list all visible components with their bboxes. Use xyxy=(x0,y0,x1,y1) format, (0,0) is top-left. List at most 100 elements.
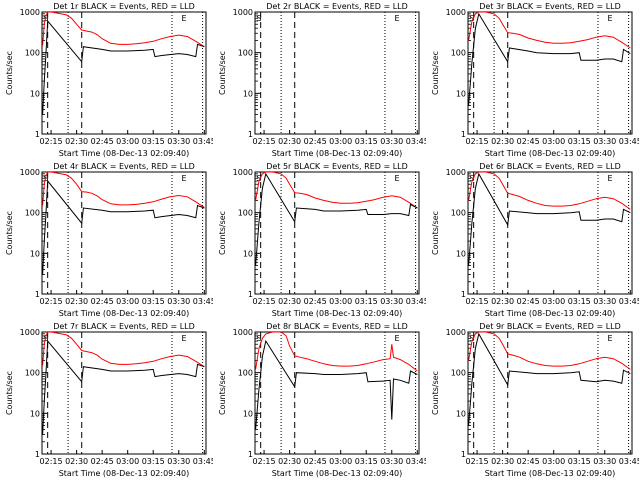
x-tick-label: 03:45 xyxy=(193,457,213,466)
x-tick-label: 02:30 xyxy=(278,457,301,466)
y-tick-label: 10 xyxy=(456,249,466,258)
x-tick-label: 03:00 xyxy=(329,457,352,466)
x-tick-label: 02:15 xyxy=(40,137,63,146)
x-tick-label: 03:00 xyxy=(542,457,565,466)
x-tick-label: 03:15 xyxy=(568,137,591,146)
x-tick-label: 02:15 xyxy=(466,457,489,466)
x-tick-label: 03:45 xyxy=(406,457,426,466)
x-tick-label: 02:15 xyxy=(40,297,63,306)
x-tick-label: 03:45 xyxy=(619,137,639,146)
x-tick-label: 02:45 xyxy=(304,457,327,466)
x-tick-label: 03:30 xyxy=(167,137,190,146)
x-axis-label: Start Time (08-Dec-13 02:09:40) xyxy=(272,469,403,478)
detector-panel-8: Det 8r BLACK = Events, RED = LLD Counts/s… xyxy=(218,322,426,478)
series-events-line xyxy=(468,332,631,426)
interval-marker-e: E xyxy=(394,14,399,23)
x-tick-label: 02:15 xyxy=(466,297,489,306)
series-events-line xyxy=(42,19,205,115)
x-axis-label: Start Time (08-Dec-13 02:09:40) xyxy=(59,309,190,318)
y-tick-label: 10 xyxy=(243,89,253,98)
detector-panel-2: Det 2r BLACK = Events, RED = LLD Counts/s… xyxy=(218,2,426,158)
interval-marker-e: E xyxy=(181,14,186,23)
plot-frame xyxy=(467,331,633,455)
series-lld-line xyxy=(255,332,418,372)
y-tick-label: 1 xyxy=(35,290,40,299)
y-tick-label: 100 xyxy=(25,209,40,218)
x-tick-label: 02:45 xyxy=(304,297,327,306)
interval-marker-s: S xyxy=(470,14,475,23)
y-tick-label: 100 xyxy=(238,209,253,218)
series-events-line xyxy=(255,172,418,266)
y-tick-label: 1000 xyxy=(446,168,466,177)
x-axis-label: Start Time (08-Dec-13 02:09:40) xyxy=(485,469,616,478)
interval-marker-e: E xyxy=(394,174,399,183)
x-tick-label: 03:15 xyxy=(568,297,591,306)
x-axis-label: Start Time (08-Dec-13 02:09:40) xyxy=(59,469,190,478)
plot-frame xyxy=(41,11,207,135)
x-tick-label: 03:45 xyxy=(406,137,426,146)
x-tick-label: 02:45 xyxy=(517,297,540,306)
y-axis-label: Counts/sec xyxy=(5,51,14,95)
interval-marker-s: S xyxy=(470,334,475,343)
detector-panel-5: Det 5r BLACK = Events, RED = LLD Counts/s… xyxy=(218,162,426,318)
series-lld-line xyxy=(42,332,205,368)
x-tick-label: 03:45 xyxy=(193,137,213,146)
chart-title: Det 9r BLACK = Events, RED = LLD xyxy=(479,322,621,331)
x-tick-label: 03:00 xyxy=(329,297,352,306)
y-axis-label: Counts/sec xyxy=(431,371,440,415)
x-tick-label: 02:15 xyxy=(40,457,63,466)
y-axis-label: Counts/sec xyxy=(5,211,14,255)
detector-panel-1: Det 1r BLACK = Events, RED = LLD Counts/s… xyxy=(5,2,213,158)
interval-marker-s: S xyxy=(44,334,49,343)
x-tick-label: 02:30 xyxy=(491,457,514,466)
interval-marker-s: S xyxy=(470,174,475,183)
x-tick-label: 03:30 xyxy=(380,297,403,306)
y-tick-label: 1000 xyxy=(20,328,40,337)
series-events-line xyxy=(255,339,418,430)
series-events-line xyxy=(468,172,631,266)
x-tick-label: 03:15 xyxy=(142,137,165,146)
series-lld-line xyxy=(42,172,205,208)
x-tick-label: 03:30 xyxy=(167,457,190,466)
y-tick-label: 1 xyxy=(248,130,253,139)
chart-title: Det 7r BLACK = Events, RED = LLD xyxy=(53,322,195,331)
series-events-line xyxy=(42,339,205,435)
x-tick-label: 03:15 xyxy=(355,457,378,466)
x-tick-label: 03:45 xyxy=(193,297,213,306)
detector-panel-7: Det 7r BLACK = Events, RED = LLD Counts/s… xyxy=(5,322,213,478)
x-axis-label: Start Time (08-Dec-13 02:09:40) xyxy=(272,309,403,318)
x-tick-label: 03:00 xyxy=(542,297,565,306)
y-axis-label: Counts/sec xyxy=(5,371,14,415)
x-tick-label: 03:00 xyxy=(116,457,139,466)
chart-title: Det 2r BLACK = Events, RED = LLD xyxy=(266,2,408,11)
x-tick-label: 03:30 xyxy=(380,137,403,146)
plot-frame xyxy=(254,331,420,455)
y-tick-label: 1 xyxy=(461,290,466,299)
detector-panel-9: Det 9r BLACK = Events, RED = LLD Counts/s… xyxy=(431,322,639,478)
y-tick-label: 100 xyxy=(451,209,466,218)
x-axis-label: Start Time (08-Dec-13 02:09:40) xyxy=(59,149,190,158)
y-tick-label: 10 xyxy=(30,249,40,258)
x-tick-label: 02:30 xyxy=(65,297,88,306)
x-tick-label: 03:30 xyxy=(593,457,616,466)
interval-marker-e: E xyxy=(607,174,612,183)
x-tick-label: 02:45 xyxy=(304,137,327,146)
y-tick-label: 10 xyxy=(30,409,40,418)
x-tick-label: 02:30 xyxy=(491,137,514,146)
x-tick-label: 03:45 xyxy=(406,297,426,306)
y-tick-label: 1000 xyxy=(20,168,40,177)
y-tick-label: 100 xyxy=(238,49,253,58)
y-axis-label: Counts/sec xyxy=(431,211,440,255)
x-tick-label: 02:30 xyxy=(65,457,88,466)
y-tick-label: 1 xyxy=(35,130,40,139)
interval-marker-e: E xyxy=(607,14,612,23)
x-axis-label: Start Time (08-Dec-13 02:09:40) xyxy=(485,149,616,158)
x-tick-label: 03:15 xyxy=(355,137,378,146)
y-tick-label: 1000 xyxy=(233,328,253,337)
y-tick-label: 1000 xyxy=(233,8,253,17)
y-tick-label: 1000 xyxy=(233,168,253,177)
y-tick-label: 1 xyxy=(248,450,253,459)
plot-frame xyxy=(467,171,633,295)
y-tick-label: 10 xyxy=(30,89,40,98)
